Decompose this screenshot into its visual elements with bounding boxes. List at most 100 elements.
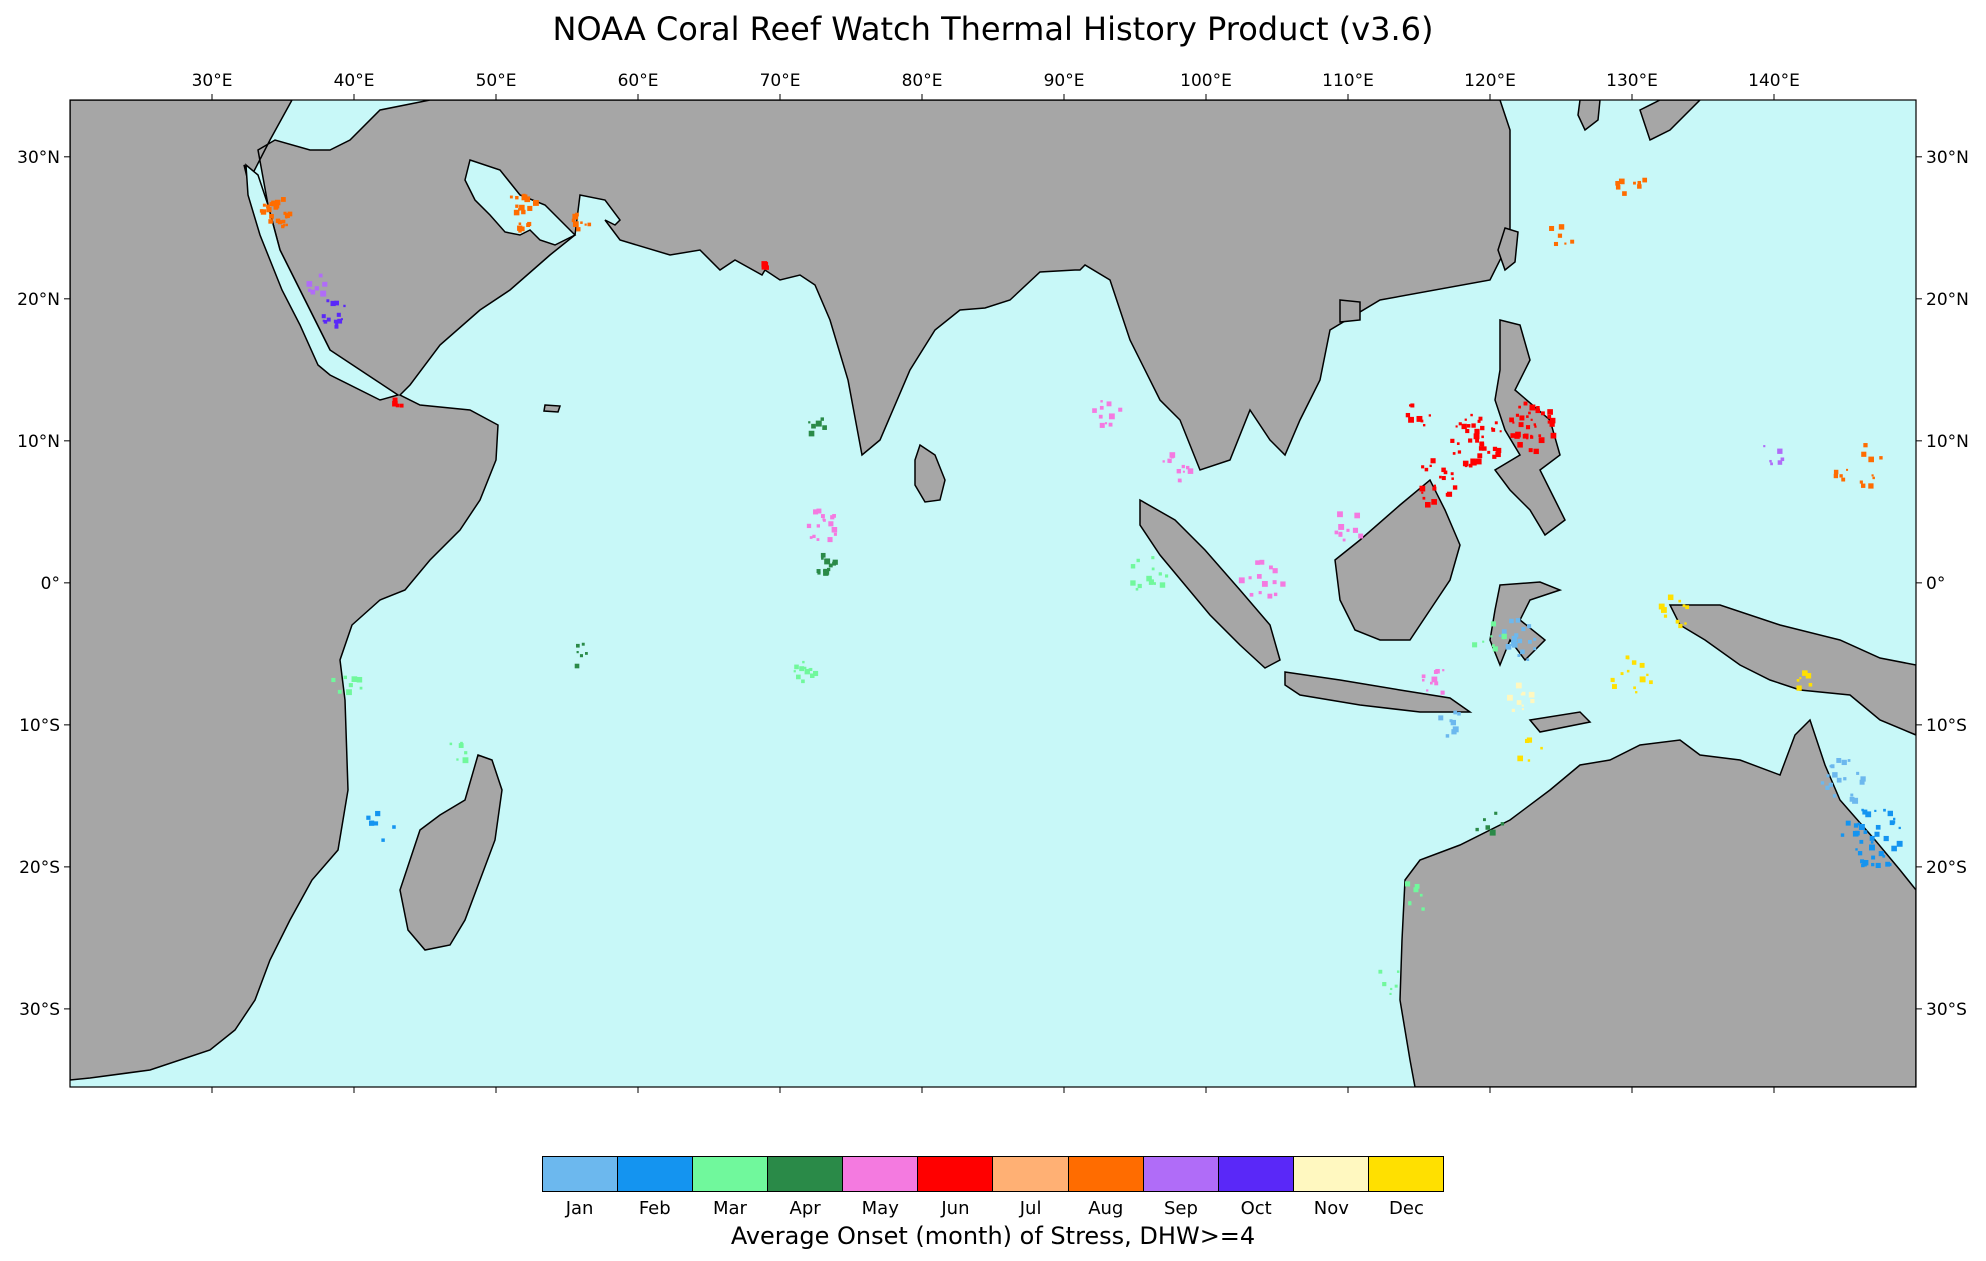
reef-stress-point — [462, 757, 469, 764]
reef-stress-point — [1334, 530, 1339, 535]
reef-stress-point — [572, 213, 579, 220]
reef-stress-point — [1130, 580, 1136, 586]
reef-stress-point — [1507, 694, 1513, 701]
reef-stress-point — [1503, 634, 1506, 637]
reef-stress-point — [1268, 565, 1273, 570]
reef-stress-point — [1439, 475, 1442, 479]
reef-stress-point — [1342, 538, 1346, 542]
reef-stress-point — [1258, 591, 1262, 595]
reef-stress-point — [1492, 646, 1498, 652]
reef-stress-point — [368, 820, 375, 826]
reef-stress-point — [1825, 785, 1830, 790]
reef-stress-point — [1763, 445, 1766, 448]
reef-stress-point — [281, 224, 285, 229]
lat-tick-label-left: 30°S — [19, 1000, 60, 1020]
reef-stress-point — [1529, 404, 1536, 411]
colorbar-label-apr: Apr — [789, 1198, 821, 1219]
reef-stress-point — [576, 227, 581, 232]
colorbar-label-jul: Jul — [1019, 1198, 1042, 1219]
reef-stress-point — [1625, 655, 1630, 660]
reef-stress-point — [266, 204, 270, 209]
reef-stress-point — [1870, 841, 1874, 844]
reef-stress-point — [1256, 574, 1262, 579]
reef-stress-point — [808, 421, 811, 424]
reef-stress-point — [1408, 902, 1412, 906]
reef-stress-point — [1667, 594, 1674, 601]
colorbar-swatch-jun — [918, 1157, 994, 1191]
reef-stress-point — [1502, 637, 1505, 640]
reef-stress-point — [816, 569, 821, 574]
reef-stress-point — [333, 319, 338, 324]
reef-stress-point — [1517, 638, 1523, 644]
reef-stress-point — [326, 299, 330, 303]
reef-stress-point — [1453, 710, 1458, 715]
lat-tick-label-right: 30°S — [1926, 1000, 1967, 1020]
reef-stress-point — [1450, 719, 1457, 726]
reef-stress-point — [1845, 820, 1851, 826]
reef-stress-point — [268, 219, 273, 224]
reef-stress-point — [1843, 777, 1847, 781]
reef-stress-point — [1868, 483, 1874, 489]
reef-stress-point — [1477, 419, 1481, 423]
map-canvas[interactable]: 30°E30°E40°E40°E50°E50°E60°E60°E70°E70°E… — [0, 0, 1986, 1100]
reef-stress-point — [822, 425, 827, 430]
reef-stress-point — [336, 312, 341, 317]
lon-tick-label-top: 110°E — [1322, 71, 1374, 91]
reef-stress-point — [1846, 468, 1849, 471]
reef-stress-point — [1887, 810, 1893, 817]
reef-stress-point — [1859, 480, 1863, 484]
reef-stress-point — [579, 654, 584, 658]
reef-stress-point — [1187, 468, 1194, 474]
lon-tick-label-top: 140°E — [1748, 71, 1800, 91]
reef-stress-point — [1564, 242, 1567, 245]
lat-tick-label-left: 20°S — [19, 858, 60, 878]
reef-stress-point — [1429, 464, 1432, 468]
reef-stress-point — [575, 643, 580, 648]
reef-stress-point — [1530, 698, 1535, 704]
reef-stress-point — [1558, 224, 1565, 230]
reef-stress-point — [1612, 684, 1617, 689]
reef-stress-point — [1859, 779, 1865, 785]
reef-stress-point — [274, 199, 281, 206]
reef-stress-point — [1358, 533, 1364, 539]
reef-stress-point — [1505, 643, 1512, 650]
reef-stress-point — [820, 552, 826, 558]
reef-stress-point — [1337, 511, 1343, 518]
reef-stress-point — [830, 515, 835, 520]
reef-stress-point — [820, 514, 825, 518]
reef-stress-point — [1615, 180, 1620, 186]
reef-stress-point — [1521, 704, 1524, 707]
reef-stress-point — [1509, 417, 1514, 423]
reef-stress-point — [1871, 862, 1875, 867]
reef-stress-point — [348, 683, 353, 688]
reef-stress-point — [1440, 690, 1445, 695]
reef-stress-point — [1431, 499, 1437, 505]
reef-stress-point — [1259, 559, 1265, 565]
reef-stress-point — [1162, 460, 1165, 463]
reef-stress-point — [381, 838, 385, 842]
reef-stress-point — [314, 286, 319, 291]
reef-stress-point — [1521, 708, 1524, 711]
reef-stress-point — [1857, 851, 1863, 856]
reef-stress-point — [1805, 673, 1812, 679]
reef-stress-point — [813, 670, 819, 677]
reef-stress-point — [1456, 442, 1460, 445]
reef-stress-point — [1430, 458, 1436, 464]
reef-stress-point — [1498, 634, 1502, 637]
reef-stress-point — [519, 226, 525, 232]
reef-stress-point — [320, 290, 327, 297]
reef-stress-point — [799, 666, 805, 672]
reef-stress-point — [1151, 567, 1155, 571]
reef-stress-point — [1830, 764, 1835, 769]
lat-tick-label-left: 10°S — [19, 716, 60, 736]
sumatra-landmass — [1139, 498, 1281, 669]
reef-stress-point — [323, 320, 328, 324]
reef-stress-point — [273, 205, 279, 210]
reef-stress-point — [1885, 861, 1891, 867]
reef-stress-point — [587, 222, 592, 227]
reef-stress-point — [1861, 483, 1866, 488]
reef-stress-point — [1431, 676, 1438, 683]
reef-stress-point — [1570, 239, 1575, 244]
reef-stress-point — [282, 224, 286, 227]
reef-stress-point — [521, 194, 528, 201]
